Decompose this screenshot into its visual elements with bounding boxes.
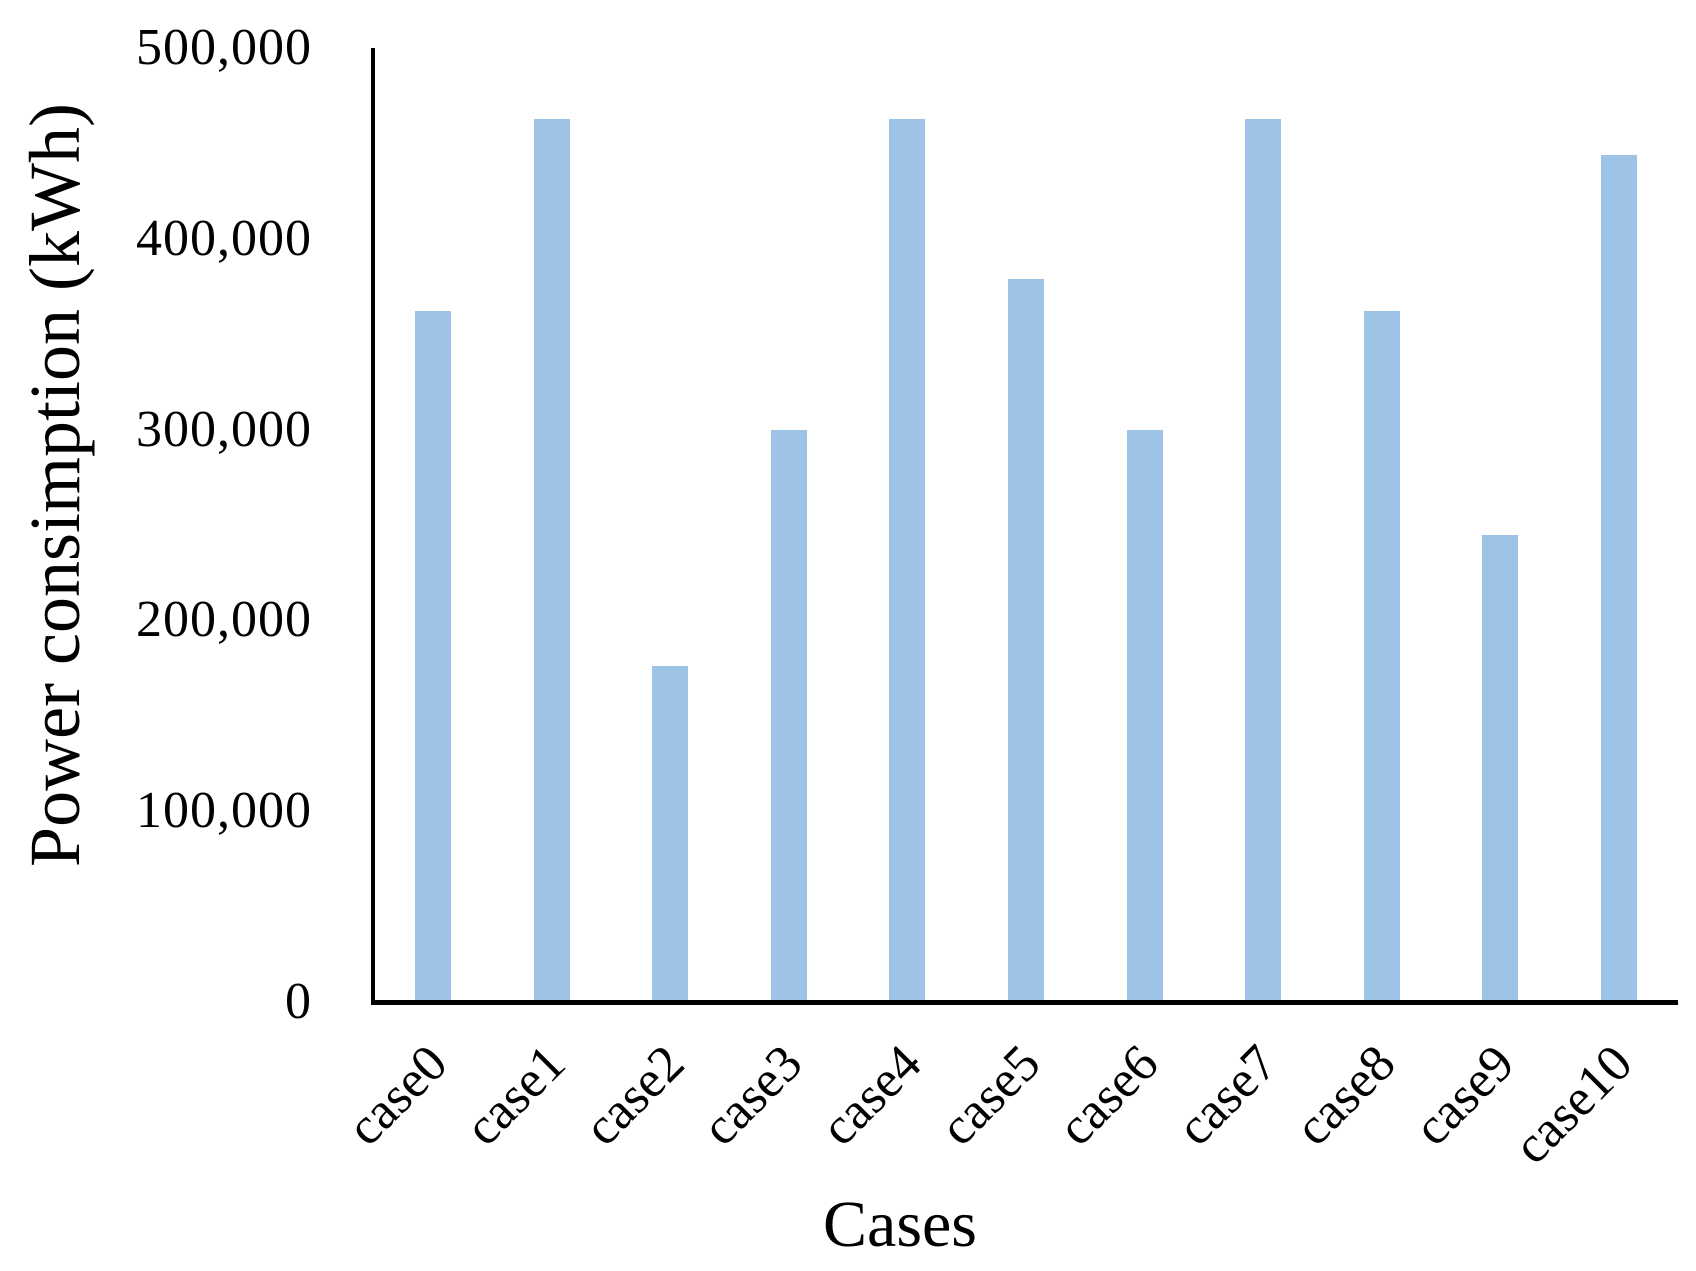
bar-case5 (1008, 278, 1044, 1002)
x-tick-label-case10: case10 (1503, 1034, 1644, 1175)
bar-case0 (415, 311, 452, 1002)
y-tick-label-400000: 400,000 (136, 209, 312, 267)
x-tick-label-case2: case2 (573, 1034, 696, 1157)
y-tick-label-500000: 500,000 (136, 19, 312, 76)
bar-case8 (1363, 311, 1400, 1002)
y-axis-line (371, 48, 375, 1005)
x-tick-label-case5: case5 (928, 1034, 1051, 1157)
x-axis-title: Cases (823, 1188, 977, 1261)
x-tick-label-case3: case3 (691, 1034, 814, 1157)
x-tick-label-case0: case0 (336, 1034, 459, 1157)
bar-case2 (652, 666, 689, 1002)
x-tick-label-case8: case8 (1284, 1034, 1407, 1157)
y-axis-title: Power consimption (kWh) (15, 103, 95, 867)
bar-case3 (770, 429, 807, 1002)
x-tick-label-case7: case7 (1166, 1034, 1288, 1157)
x-tick-label-case4: case4 (810, 1034, 933, 1157)
bar-case7 (1245, 118, 1282, 1002)
x-tick-label-case1: case1 (454, 1034, 577, 1157)
bar-case9 (1482, 534, 1519, 1002)
y-tick-label-100000: 100,000 (136, 782, 312, 840)
y-tick-label-0: 0 (285, 973, 312, 1030)
bar-case10 (1600, 154, 1637, 1002)
x-axis-line (371, 1000, 1678, 1005)
bar-case4 (889, 118, 926, 1002)
bar-case6 (1126, 429, 1163, 1002)
x-tick-label-case6: case6 (1047, 1034, 1170, 1157)
bar-case1 (533, 118, 570, 1002)
y-tick-label-200000: 200,000 (136, 591, 312, 649)
y-tick-label-300000: 300,000 (136, 400, 312, 458)
